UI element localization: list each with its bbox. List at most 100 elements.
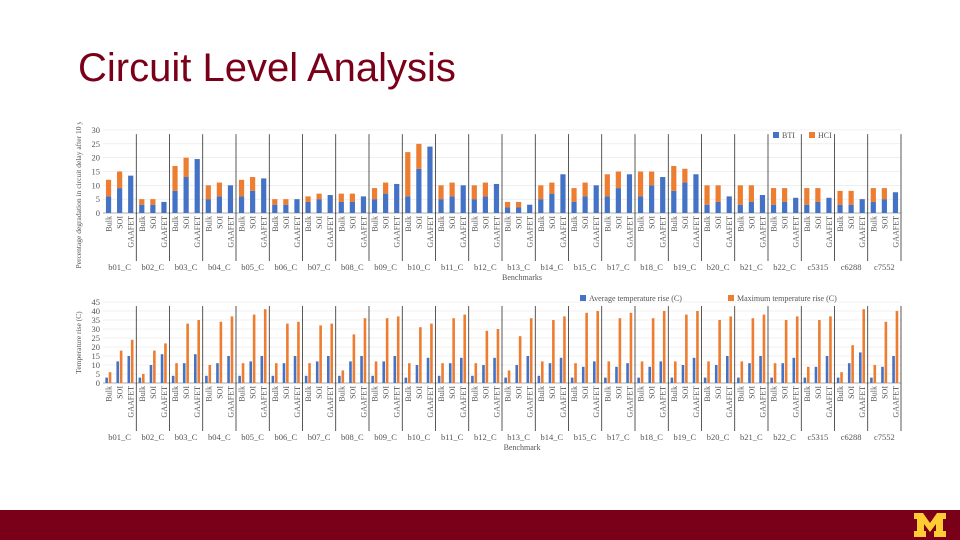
- subcategory-label: SOI: [282, 386, 291, 399]
- bar-bti: [770, 204, 777, 213]
- bar-maximum: [707, 361, 710, 383]
- subcategory-label: SOI: [149, 216, 158, 229]
- legend-label: Average temperature rise (C): [589, 294, 682, 303]
- bar-hci: [682, 168, 688, 183]
- bar-average: [836, 377, 840, 383]
- bar-average: [349, 361, 352, 383]
- subcategory-label: Bulk: [703, 216, 712, 232]
- bar-bti: [848, 204, 854, 213]
- bar-hci: [250, 177, 256, 191]
- bar-bti: [493, 183, 500, 213]
- subcategory-label: GAAFET: [559, 216, 568, 248]
- subcategory-label: GAAFET: [758, 216, 767, 248]
- subcategory-label: SOI: [648, 386, 657, 399]
- y-tick-label: 20: [92, 153, 101, 163]
- subcategory-label: GAAFET: [426, 386, 435, 418]
- bar-hci: [238, 179, 245, 197]
- subcategory-label: Bulk: [337, 216, 346, 232]
- bar-bti: [216, 196, 222, 213]
- bar-hci: [504, 201, 511, 208]
- group-label: b14_C: [541, 432, 564, 442]
- bar-bti: [250, 190, 256, 213]
- bar-maximum: [374, 361, 378, 383]
- bar-average: [726, 356, 729, 383]
- subcategory-label: GAAFET: [127, 216, 136, 248]
- subcategory-label: Bulk: [171, 386, 180, 402]
- bar-maximum: [862, 309, 866, 383]
- bar-maximum: [740, 361, 744, 383]
- y-axis-label: Percentage degradation in circuit delay …: [74, 122, 83, 269]
- subcategory-label: GAAFET: [193, 386, 202, 418]
- bar-maximum: [685, 314, 688, 383]
- bar-average: [493, 357, 496, 383]
- subcategory-label: GAAFET: [792, 386, 801, 418]
- subcategory-label: GAAFET: [260, 386, 269, 418]
- subcategory-label: SOI: [149, 386, 158, 399]
- subcategory-label: SOI: [548, 216, 557, 229]
- subcategory-label: GAAFET: [160, 216, 169, 248]
- bar-hci: [349, 193, 355, 202]
- subcategory-label: Bulk: [470, 386, 479, 402]
- bar-maximum: [729, 316, 733, 383]
- group-label: b17_C: [607, 432, 630, 442]
- subcategory-label: SOI: [448, 386, 457, 399]
- subcategory-label: Bulk: [437, 216, 446, 232]
- bar-maximum: [718, 320, 721, 383]
- bar-maximum: [895, 311, 899, 383]
- bar-bti: [538, 199, 544, 213]
- bar-average: [681, 365, 685, 383]
- bar-maximum: [840, 372, 843, 383]
- bar-maximum: [319, 325, 322, 383]
- bar-bti: [549, 193, 555, 213]
- bar-average: [659, 361, 663, 383]
- subcategory-label: SOI: [481, 216, 490, 229]
- group-label: b09_C: [374, 262, 397, 272]
- bar-average: [205, 375, 208, 383]
- group-label: b17_C: [607, 262, 630, 272]
- bar-bti: [582, 196, 588, 213]
- bar-bti: [405, 196, 411, 213]
- bar-bti: [726, 196, 732, 213]
- bar-hci: [538, 185, 544, 200]
- bar-bti: [105, 196, 112, 213]
- x-axis-label: Benchmarks: [502, 273, 542, 282]
- bar-bti: [283, 204, 289, 213]
- bar-hci: [105, 179, 112, 197]
- legend-swatch: [728, 295, 734, 301]
- bar-maximum: [651, 318, 655, 383]
- bar-maximum: [529, 318, 533, 383]
- subcategory-label: Bulk: [637, 216, 646, 232]
- subcategory-label: SOI: [614, 216, 623, 229]
- subcategory-label: Bulk: [770, 216, 779, 232]
- bar-bti: [194, 159, 200, 213]
- subcategory-label: Bulk: [470, 216, 479, 232]
- bar-bti: [527, 204, 533, 213]
- group-label: b07_C: [308, 262, 331, 272]
- bar-bti: [482, 196, 488, 213]
- group-label: b18_C: [640, 432, 663, 442]
- bar-average: [581, 366, 585, 383]
- bar-bti: [327, 195, 333, 213]
- bar-bti: [360, 196, 367, 213]
- subcategory-label: SOI: [814, 216, 823, 229]
- subcategory-label: SOI: [315, 386, 324, 399]
- bar-average: [714, 365, 718, 383]
- subcategory-label: Bulk: [437, 386, 446, 402]
- bar-maximum: [153, 350, 156, 383]
- bar-average: [881, 366, 884, 383]
- bar-hci: [748, 185, 754, 202]
- group-label: b01_C: [108, 432, 131, 442]
- subcategory-label: Bulk: [204, 386, 213, 402]
- bar-maximum: [197, 320, 201, 383]
- group-label: b12_C: [474, 432, 497, 442]
- subcategory-label: Bulk: [371, 386, 380, 402]
- group-label: b20_C: [707, 262, 730, 272]
- bar-bti: [649, 185, 655, 213]
- bar-hci: [782, 188, 788, 202]
- legend-label: BTI: [782, 131, 795, 140]
- bar-maximum: [618, 318, 622, 383]
- bar-average: [604, 377, 607, 383]
- y-tick-label: 25: [92, 139, 101, 149]
- bar-hci: [183, 157, 189, 178]
